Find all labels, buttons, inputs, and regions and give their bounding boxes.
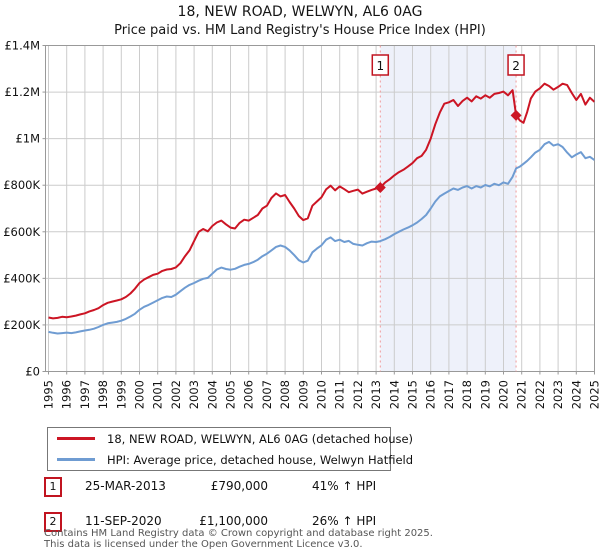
chart-legend: 18, NEW ROAD, WELWYN, AL6 0AG (detached … <box>47 427 413 471</box>
sale-marker-diamond <box>374 182 386 194</box>
legend-item-property: 18, NEW ROAD, WELWYN, AL6 0AG (detached … <box>48 428 413 449</box>
x-axis-label: 2025 <box>588 380 600 409</box>
x-axis-label: 2011 <box>333 380 347 409</box>
legend-item-hpi: HPI: Average price, detached house, Welw… <box>48 449 413 470</box>
property-line-swatch <box>57 437 95 440</box>
sale-number-box <box>371 54 390 76</box>
y-axis-label: £800K <box>3 178 40 192</box>
y-axis-label: £600K <box>3 225 40 239</box>
sale-annotation-row-2: 2 11-SEP-2020 £1,100,000 26% ↑ HPI <box>0 512 600 532</box>
x-axis-label: 2016 <box>424 380 438 409</box>
x-axis-label: 2023 <box>551 380 565 409</box>
page-title: 18, NEW ROAD, WELWYN, AL6 0AG <box>177 4 423 20</box>
sale-1-date: 25-MAR-2013 <box>85 479 166 493</box>
y-axis-label: £0 <box>25 365 40 379</box>
price-history-chart: 1 2 £0 £200K £400K £600K £800K £1M £1.2M £1.4M 199… <box>3 39 600 410</box>
x-axis-label: 1997 <box>78 380 92 409</box>
x-axis-label: 2014 <box>387 380 401 409</box>
sale-number-box <box>507 54 525 76</box>
footer-license: Contains HM Land Registry data © Crown c… <box>44 528 433 550</box>
x-axis-label: 2004 <box>205 380 219 409</box>
x-axis-label: 2020 <box>497 380 511 409</box>
sale-2-date: 11-SEP-2020 <box>85 514 162 528</box>
y-axis-label: £200K <box>3 318 40 332</box>
x-axis-label: 1995 <box>42 380 56 409</box>
x-axis-label: 2013 <box>369 380 383 409</box>
legend-label-hpi: HPI: Average price, detached house, Welw… <box>107 452 414 467</box>
hpi-line-swatch <box>57 458 95 461</box>
hpi-line <box>48 140 595 335</box>
sale-1-number-box: 1 <box>44 477 62 497</box>
x-axis-label: 2003 <box>187 380 201 409</box>
x-axis-label: 2024 <box>569 380 583 409</box>
x-axis-label: 2022 <box>533 380 547 409</box>
y-axis-label: £1M <box>15 132 40 146</box>
x-axis-label: 2010 <box>315 380 329 409</box>
x-axis-label: 2015 <box>406 380 420 409</box>
footer-line-1: Contains HM Land Registry data © Crown c… <box>44 528 433 539</box>
sale-1-price: £790,000 <box>210 479 268 493</box>
x-axis-label: 2001 <box>151 380 165 409</box>
sale-number: 1 <box>376 59 384 73</box>
sale-annotation-row-1: 1 25-MAR-2013 £790,000 41% ↑ HPI <box>0 477 600 497</box>
x-axis-label: 2017 <box>442 380 456 409</box>
y-axis-label: £1.2M <box>4 85 40 99</box>
sale-2-price: £1,100,000 <box>199 514 268 528</box>
y-axis-label: £400K <box>3 271 40 285</box>
property-price-line <box>48 82 595 320</box>
x-axis-label: 2005 <box>224 380 238 409</box>
sale-2-vs-hpi: 26% ↑ HPI <box>312 514 377 528</box>
sale-1-vs-hpi: 41% ↑ HPI <box>312 479 377 493</box>
x-axis-label: 2000 <box>133 380 147 409</box>
x-axis-label: 1998 <box>96 380 110 409</box>
x-axis-label: 2009 <box>296 380 310 409</box>
x-axis-label: 2006 <box>242 380 256 409</box>
sale-2-number-box: 2 <box>44 512 62 532</box>
y-axis-label: £1.4M <box>4 39 40 53</box>
x-axis-label: 2018 <box>460 380 474 409</box>
x-axis-label: 2012 <box>351 380 365 409</box>
legend-label-property: 18, NEW ROAD, WELWYN, AL6 0AG (detached … <box>107 431 414 446</box>
sale-number: 2 <box>512 59 520 73</box>
x-axis-label: 2019 <box>478 380 492 409</box>
x-axis-label: 1999 <box>114 380 128 409</box>
x-axis-label: 2021 <box>515 380 529 409</box>
sale-marker-diamond <box>510 109 522 121</box>
plot-border <box>45 45 595 372</box>
between-sales-band <box>380 45 517 372</box>
footer-line-2: This data is licensed under the Open Gov… <box>44 539 363 550</box>
x-axis-label: 2007 <box>260 380 274 409</box>
x-axis-label: 2008 <box>278 380 292 409</box>
x-axis-label: 1996 <box>60 380 74 409</box>
page-subtitle: Price paid vs. HM Land Registry's House … <box>114 23 486 38</box>
x-axis-label: 2002 <box>169 380 183 409</box>
